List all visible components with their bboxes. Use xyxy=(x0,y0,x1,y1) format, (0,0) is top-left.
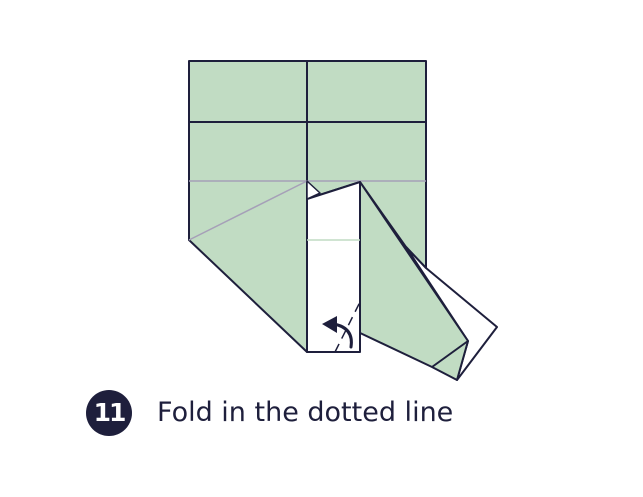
flap-fold-edge xyxy=(431,340,469,368)
white-strip xyxy=(306,181,361,353)
curved-arrow-icon xyxy=(322,316,353,349)
dotted-fold-line xyxy=(334,301,361,353)
small-corner-tip xyxy=(306,180,321,200)
crease-line-diagonal-left xyxy=(188,180,308,241)
step-number-badge: 11 xyxy=(86,390,132,436)
step-caption: Fold in the dotted line xyxy=(157,397,454,428)
